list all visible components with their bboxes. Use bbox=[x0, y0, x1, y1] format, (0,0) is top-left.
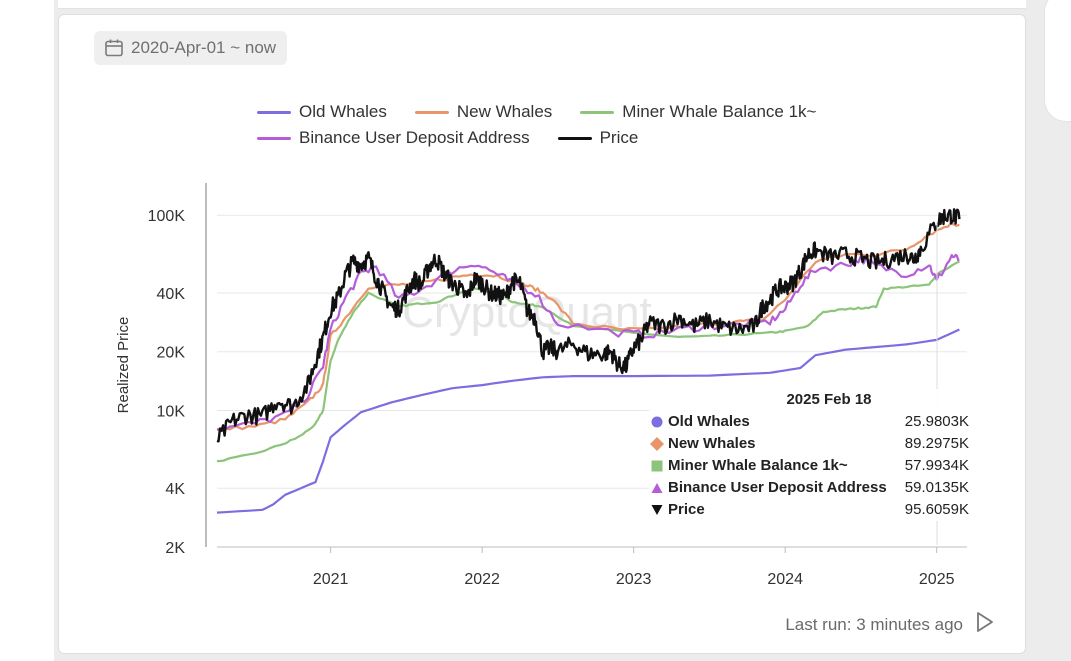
legend-label-old-whales: Old Whales bbox=[299, 102, 387, 121]
play-icon[interactable] bbox=[975, 611, 995, 638]
tooltip-row-binance: Binance User Deposit Address 59.0135K bbox=[649, 477, 969, 499]
calendar-icon bbox=[104, 38, 124, 58]
date-range-picker[interactable]: 2020-Apr-01 ~ now bbox=[94, 31, 288, 65]
tooltip-name: Price bbox=[668, 501, 705, 518]
tooltip-row-price: Price 95.6059K bbox=[649, 499, 969, 521]
x-tick-label: 2025 bbox=[919, 571, 955, 588]
date-range-text: 2020-Apr-01 ~ now bbox=[131, 38, 277, 57]
series-line-price bbox=[216, 208, 961, 443]
y-tick-label: 20K bbox=[157, 345, 186, 362]
top-panel-edge bbox=[58, 0, 1026, 9]
tooltip-date: 2025 Feb 18 bbox=[786, 391, 872, 408]
legend-item-binance[interactable]: Binance User Deposit Address bbox=[257, 128, 530, 148]
y-tick-label: 10K bbox=[157, 404, 186, 421]
x-tick-label: 2021 bbox=[313, 571, 349, 588]
x-tick-label: 2023 bbox=[616, 571, 652, 588]
legend-label-binance: Binance User Deposit Address bbox=[299, 128, 530, 147]
last-run-text: Last run: 3 minutes ago bbox=[785, 614, 963, 634]
chart-card: 2020-Apr-01 ~ now Old Whales New Whales … bbox=[58, 14, 1026, 654]
hover-tooltip: 2025 Feb 18 Old Whales 25.9803K New Whal… bbox=[649, 389, 969, 521]
legend-label-miner: Miner Whale Balance 1k~ bbox=[622, 102, 817, 121]
legend-item-new-whales[interactable]: New Whales bbox=[414, 102, 553, 122]
tooltip-value: 57.9934K bbox=[904, 457, 969, 474]
legend-swatch-old-whales bbox=[257, 110, 291, 114]
x-axis: 2021 2022 2023 2024 2025 bbox=[217, 546, 967, 588]
tooltip-name: Miner Whale Balance 1k~ bbox=[668, 457, 848, 474]
tooltip-name: Old Whales bbox=[668, 413, 750, 430]
right-panel-edge bbox=[1044, 0, 1071, 122]
diamond-icon bbox=[649, 437, 665, 451]
y-tick-label: 2K bbox=[165, 540, 185, 557]
legend-label-price: Price bbox=[599, 128, 639, 147]
tooltip-name: New Whales bbox=[668, 435, 756, 452]
footer: Last run: 3 minutes ago bbox=[785, 611, 995, 638]
legend-item-price[interactable]: Price bbox=[557, 128, 639, 148]
tooltip-value: 89.2975K bbox=[904, 435, 969, 452]
triangle-up-icon bbox=[649, 482, 665, 494]
tooltip-value: 25.9803K bbox=[904, 413, 969, 430]
legend-swatch-miner bbox=[580, 110, 615, 114]
y-axis-title: Realized Price bbox=[115, 317, 132, 414]
x-tick-label: 2022 bbox=[464, 571, 500, 588]
y-tick-label: 40K bbox=[157, 286, 186, 303]
triangle-down-icon bbox=[649, 504, 665, 516]
legend-swatch-price bbox=[557, 136, 592, 140]
tooltip-name: Binance User Deposit Address bbox=[668, 479, 887, 496]
series-line-miner bbox=[216, 260, 960, 463]
legend-label-new-whales: New Whales bbox=[456, 102, 553, 121]
tooltip-value: 59.0135K bbox=[904, 479, 969, 496]
y-tick-label: 100K bbox=[148, 208, 186, 225]
series-line-old-whales bbox=[216, 328, 960, 514]
tooltip-row-miner: Miner Whale Balance 1k~ 57.9934K bbox=[649, 455, 969, 477]
series-lines bbox=[216, 208, 961, 514]
square-icon bbox=[649, 460, 665, 472]
tooltip-row-new-whales: New Whales 89.2975K bbox=[649, 433, 969, 455]
legend-swatch-binance bbox=[257, 136, 291, 140]
tooltip-row-old-whales: Old Whales 25.9803K bbox=[649, 411, 969, 433]
circle-icon bbox=[649, 416, 665, 428]
legend-item-old-whales[interactable]: Old Whales bbox=[257, 102, 387, 122]
legend-swatch-new-whales bbox=[414, 110, 449, 114]
legend-item-miner[interactable]: Miner Whale Balance 1k~ bbox=[580, 102, 816, 122]
y-tick-label: 4K bbox=[165, 481, 185, 498]
chart-legend: Old Whales New Whales Miner Whale Balanc… bbox=[257, 99, 897, 151]
left-panel-edge bbox=[0, 0, 54, 661]
y-axis: 2K 4K 10K 20K 40K 100K bbox=[148, 183, 207, 557]
x-tick-label: 2024 bbox=[767, 571, 803, 588]
tooltip-value: 95.6059K bbox=[904, 501, 969, 518]
